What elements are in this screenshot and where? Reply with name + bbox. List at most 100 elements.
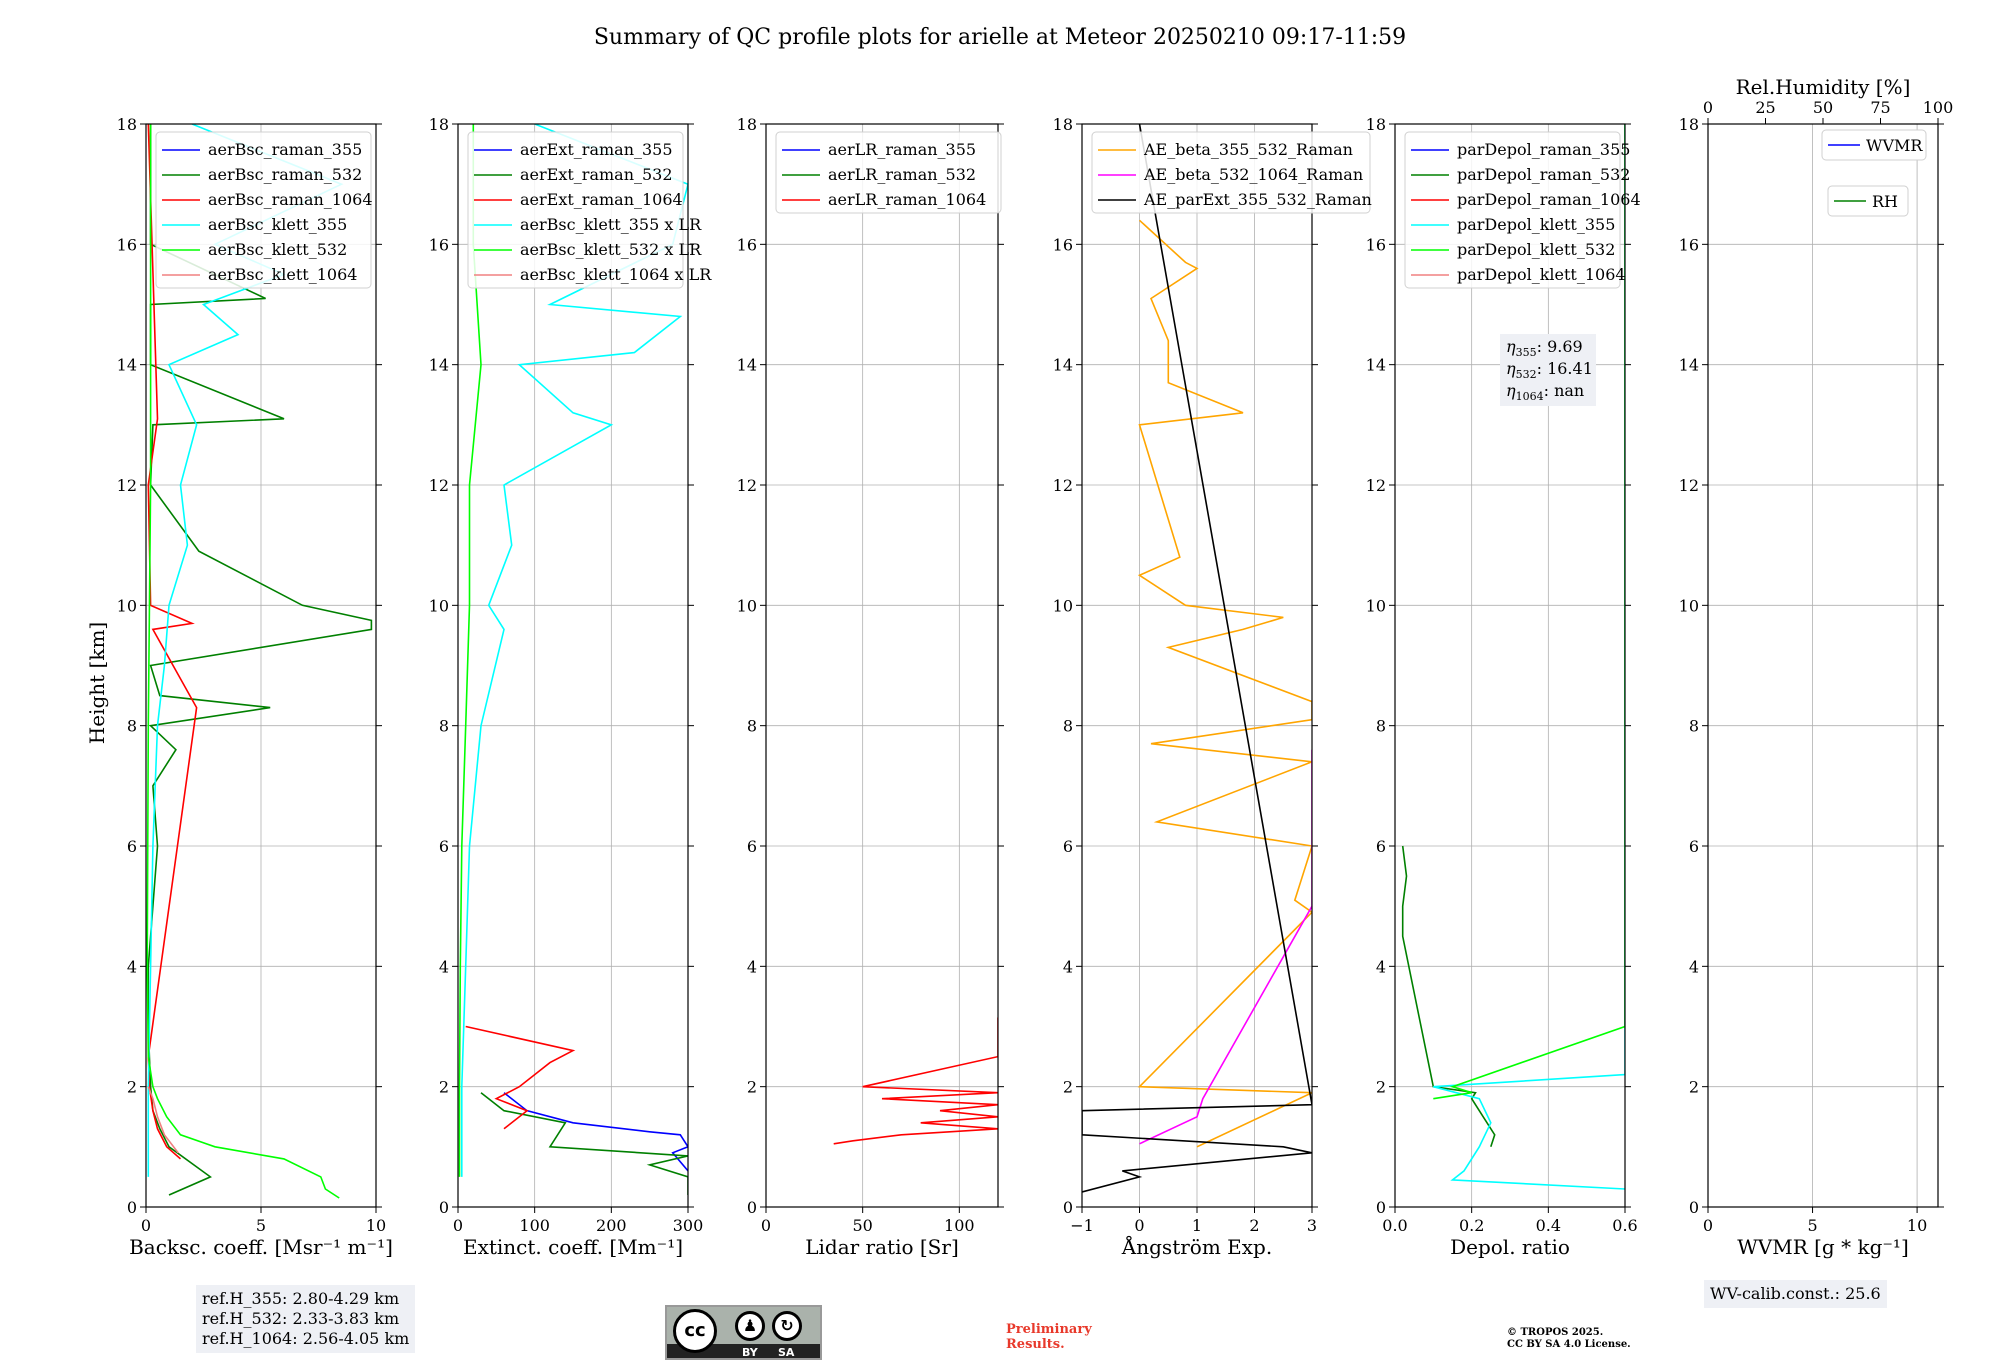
x-tick-label: 200 [596,1216,627,1235]
y-tick-label: 0 [439,1198,449,1217]
y-tick-label: 2 [439,1078,449,1097]
axes-frame [1394,123,1626,1208]
series-line-aerext-raman-532 [480,1092,688,1195]
series-line-ae-beta-532-1064-raman [1139,749,1312,1145]
legend: aerBsc_raman_355 aerBsc_raman_532 aerBsc_r… [155,131,373,289]
rh-tick-label: 100 [1923,98,1954,117]
series-line-pardepol-klett-532 [1433,124,1625,1100]
x-tick-label: 0 [141,1216,151,1235]
legend-label: parDepol_raman_532 [1457,165,1630,184]
x-tick-label: 0 [1703,1216,1713,1235]
y-tick-label: 4 [1689,957,1699,976]
y-tick-label: 18 [1366,115,1386,134]
y-tick-label: 12 [1053,476,1073,495]
y-tick-label: 16 [117,235,137,254]
y-tick-label: 8 [439,717,449,736]
legend-label: aerBsc_klett_1064 [208,265,357,284]
y-tick-label: 10 [1053,596,1073,615]
eta-value: : 9.69 [1537,337,1583,356]
y-tick-label: 4 [127,957,137,976]
axes-frame [765,123,999,1208]
y-tick-label: 6 [747,837,757,856]
eta-line-1: η355: 9.69 [1506,337,1583,359]
y-tick-label: 16 [1366,235,1386,254]
x-axis-label: Ångström Exp. [1121,1234,1272,1259]
preliminary-line-1: Preliminary [1006,1322,1092,1337]
figure-title: Summary of QC profile plots for arielle … [594,25,1406,50]
y-tick-label: 8 [747,717,757,736]
y-tick-label: 4 [747,957,757,976]
x-tick-label: 0.6 [1612,1216,1637,1235]
legend-label: aerExt_raman_1064 [520,190,683,209]
rh-axis-label: Rel.Humidity [%] [1736,75,1911,99]
by-person-icon: ♟ [735,1311,765,1341]
eta-line-2: η532: 16.41 [1506,359,1593,381]
series-group [1082,124,1312,1193]
y-tick-label: 2 [1376,1078,1386,1097]
preliminary-results-note: Preliminary Results. [1006,1322,1092,1352]
y-tick-label: 10 [117,596,137,615]
y-tick-label: 18 [117,115,137,134]
legend-label: aerLR_raman_532 [828,165,976,184]
legend-label: aerBsc_raman_355 [208,140,362,159]
legend: parDepol_raman_355 parDepol_raman_532 parD… [1404,131,1641,289]
series-line-aerext-raman-355 [503,1092,688,1172]
series-line-aerbsc-raman-1064 [147,124,198,1160]
series-group [833,1017,998,1145]
legend-label: parDepol_raman_355 [1457,140,1630,159]
y-tick-label: 12 [1366,476,1386,495]
x-tick-label: 5 [1807,1216,1817,1235]
x-tick-label: −1 [1070,1216,1094,1235]
legend-label: AE_beta_355_532_Raman [1143,140,1353,159]
y-tick-label: 10 [1679,596,1699,615]
x-axis-label: Depol. ratio [1450,1235,1570,1259]
x-tick-label: 0 [453,1216,463,1235]
y-tick-label: 14 [1679,356,1699,375]
y-tick-label: 6 [439,837,449,856]
legend-label: WVMR [1866,136,1923,155]
y-tick-label: 18 [1679,115,1699,134]
ref-height-532: ref.H_532: 2.33-3.83 km [202,1309,400,1328]
x-axis-label: WVMR [g * kg⁻¹] [1737,1235,1909,1259]
x-tick-label: 1 [1192,1216,1202,1235]
by-label: BY [742,1346,758,1359]
y-tick-label: 12 [429,476,449,495]
ref-height-1064: ref.H_1064: 2.56-4.05 km [202,1329,410,1348]
y-tick-label: 6 [1063,837,1073,856]
eta-value: : 16.41 [1537,359,1593,378]
series-line-ae-parext-355-532-raman [1082,124,1312,1193]
y-tick-label: 18 [1053,115,1073,134]
legend-label: parDepol_klett_1064 [1457,265,1626,284]
series-line-aerbsc-klett-532-x-lr [458,124,482,1177]
cc-icon: cc [673,1309,717,1353]
x-axis-label: Lidar ratio [Sr] [805,1235,959,1259]
y-tick-label: 2 [747,1078,757,1097]
series-line-pardepol-klett-355 [1433,124,1625,1190]
series-group [458,124,688,1195]
x-tick-label: 100 [944,1216,975,1235]
legend-box [1821,129,1927,161]
x-tick-label: 100 [519,1216,550,1235]
x-axis-label: Backsc. coeff. [Msr⁻¹ m⁻¹] [129,1235,393,1259]
rh-tick-label: 50 [1813,98,1833,117]
copyright-line-1: © TROPOS 2025. [1507,1327,1604,1338]
y-axis-label: Height [km] [85,622,109,744]
series-line-aerext-raman-1064 [465,1025,576,1130]
y-tick-label: 4 [1376,957,1386,976]
y-tick-label: 16 [429,235,449,254]
x-tick-label: 5 [256,1216,266,1235]
x-tick-label: 50 [852,1216,872,1235]
y-tick-label: 6 [1376,837,1386,856]
panel-5: 0 2 4 6 8 10 12 14 16 18 0.0 0.2 0.4 0.6 Depol. ratio p… [1366,115,1641,1259]
ref-height-355: ref.H_355: 2.80-4.29 km [202,1289,400,1308]
legend-label: AE_beta_532_1064_Raman [1143,165,1363,184]
y-tick-label: 14 [1366,356,1386,375]
y-tick-label: 16 [1679,235,1699,254]
axes-frame [1707,123,1939,1208]
legend-box [1404,131,1621,289]
eta-symbol: η [1506,337,1516,356]
reference-height-box: ref.H_355: 2.80-4.29 km ref.H_532: 2.33-… [196,1285,416,1353]
legend-label: aerBsc_raman_1064 [208,190,373,209]
